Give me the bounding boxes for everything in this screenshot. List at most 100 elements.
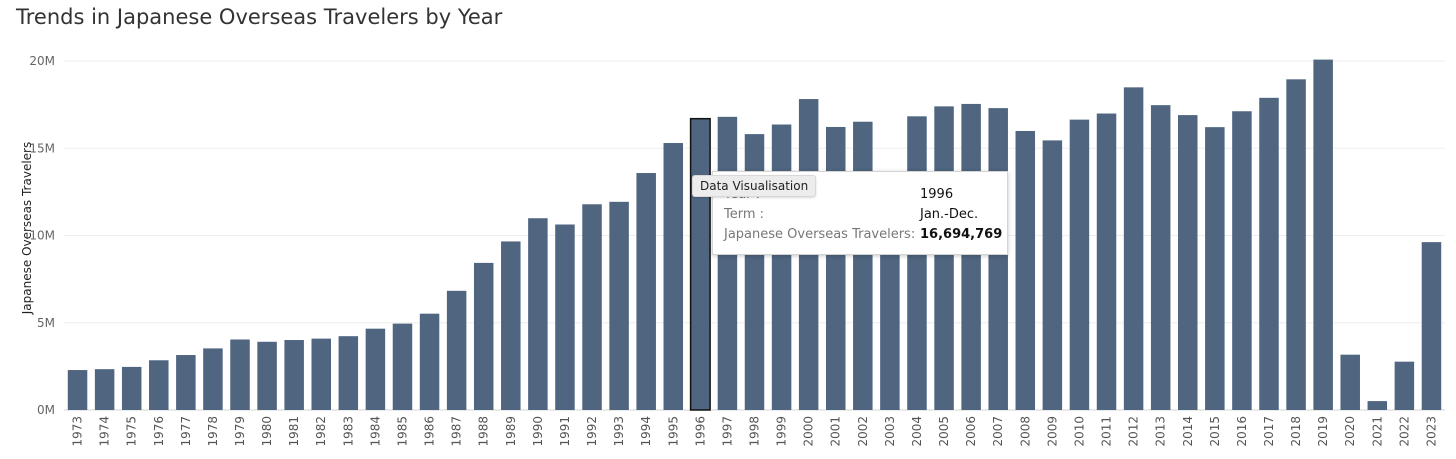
x-tick-label: 1982 bbox=[314, 416, 328, 447]
bar-1978[interactable] bbox=[203, 348, 223, 410]
x-tick-label: 2012 bbox=[1127, 416, 1141, 447]
bar-1986[interactable] bbox=[419, 313, 440, 410]
x-tick-label: 1993 bbox=[612, 416, 626, 447]
tooltip-travelers-label: Japanese Overseas Travelers: bbox=[724, 227, 916, 242]
bar-2021[interactable] bbox=[1367, 401, 1388, 410]
x-tick-label: 1992 bbox=[585, 416, 599, 447]
bar-2017[interactable] bbox=[1259, 97, 1279, 410]
y-axis-ticks: 0M 5M 10M 15M 20M bbox=[29, 54, 55, 417]
x-tick-label: 1986 bbox=[423, 416, 437, 447]
bar-2005[interactable] bbox=[934, 106, 954, 411]
bar-1976[interactable] bbox=[149, 360, 169, 410]
bar-2006[interactable] bbox=[961, 103, 981, 410]
x-tick-label: 1977 bbox=[179, 416, 193, 447]
bar-2001[interactable] bbox=[825, 126, 846, 410]
bar-1995[interactable] bbox=[663, 143, 684, 410]
tooltip-travelers-value: 16,694,769 bbox=[920, 227, 1003, 242]
x-tick-label: 2000 bbox=[802, 416, 816, 447]
x-tick-label: 1995 bbox=[666, 416, 680, 447]
x-tick-label: 2022 bbox=[1397, 416, 1411, 447]
x-tick-label: 1991 bbox=[558, 416, 572, 447]
tooltip-term-value: Jan.-Dec. bbox=[920, 207, 979, 222]
tooltip-year-value: 1996 bbox=[920, 187, 954, 202]
bar-2014[interactable] bbox=[1178, 115, 1198, 410]
x-tick-label: 1978 bbox=[206, 416, 220, 447]
bar-1997[interactable] bbox=[717, 116, 738, 410]
x-tick-label: 1976 bbox=[152, 416, 166, 447]
bar-1980[interactable] bbox=[257, 341, 277, 410]
bar-2012[interactable] bbox=[1123, 87, 1144, 411]
bar-2013[interactable] bbox=[1150, 105, 1171, 410]
bar-1981[interactable] bbox=[284, 340, 304, 410]
x-tick-label: 2009 bbox=[1045, 416, 1059, 447]
bar-2008[interactable] bbox=[1015, 130, 1036, 411]
bar-2010[interactable] bbox=[1069, 119, 1090, 410]
bar-2009[interactable] bbox=[1042, 140, 1063, 410]
y-tick-label: 10M bbox=[29, 229, 55, 243]
bar-1982[interactable] bbox=[311, 338, 331, 410]
bar-1973[interactable] bbox=[67, 370, 88, 410]
x-tick-label: 1994 bbox=[639, 416, 653, 447]
x-tick-label: 1974 bbox=[98, 416, 112, 447]
bar-2020[interactable] bbox=[1340, 354, 1360, 410]
bar-1999[interactable] bbox=[771, 124, 792, 410]
x-tick-label: 2008 bbox=[1018, 416, 1032, 447]
bar-1990[interactable] bbox=[528, 218, 548, 410]
x-tick-label: 2011 bbox=[1100, 416, 1114, 447]
bar-2023[interactable] bbox=[1421, 242, 1442, 410]
x-tick-label: 2018 bbox=[1289, 416, 1303, 447]
y-tick-label: 20M bbox=[29, 54, 55, 68]
bar-1993[interactable] bbox=[609, 201, 629, 410]
x-tick-label: 2007 bbox=[991, 416, 1005, 447]
x-tick-label: 1988 bbox=[477, 416, 491, 447]
bar-2022[interactable] bbox=[1394, 361, 1415, 410]
x-axis-ticks: 1973 1974 1975 1976 1977 1978 1979 1980 1981 1982… bbox=[71, 416, 1439, 447]
bar-1987[interactable] bbox=[446, 290, 467, 410]
bar-1994[interactable] bbox=[636, 173, 656, 410]
y-tick-label: 5M bbox=[37, 316, 55, 330]
bar-2011[interactable] bbox=[1096, 113, 1117, 410]
x-tick-label: 1981 bbox=[287, 416, 301, 447]
x-tick-label: 2010 bbox=[1072, 416, 1086, 447]
bar-2004[interactable] bbox=[907, 116, 927, 410]
bar-1974[interactable] bbox=[94, 369, 115, 410]
bar-1979[interactable] bbox=[230, 339, 250, 410]
x-tick-label: 1985 bbox=[395, 416, 409, 447]
bar-1992[interactable] bbox=[582, 204, 602, 410]
bar-2015[interactable] bbox=[1205, 127, 1225, 410]
hover-label: Data Visualisation bbox=[692, 175, 817, 197]
x-tick-label: 1989 bbox=[504, 416, 518, 447]
x-tick-label: 1973 bbox=[71, 416, 85, 447]
y-tick-label: 0M bbox=[37, 403, 55, 417]
bar-2002[interactable] bbox=[853, 121, 873, 410]
x-tick-label: 1996 bbox=[693, 416, 707, 447]
x-tick-label: 2005 bbox=[937, 416, 951, 447]
bar-2019[interactable] bbox=[1313, 59, 1333, 410]
bar-1983[interactable] bbox=[338, 336, 359, 410]
chart-title: Trends in Japanese Overseas Travelers by… bbox=[16, 5, 503, 29]
bar-1984[interactable] bbox=[365, 328, 386, 410]
x-tick-label: 2014 bbox=[1181, 416, 1195, 447]
tooltip-term-label: Term : bbox=[724, 207, 765, 222]
bar-1996[interactable] bbox=[689, 117, 711, 411]
x-tick-label: 2002 bbox=[856, 416, 870, 447]
bar-2018[interactable] bbox=[1286, 79, 1306, 410]
bar-1989[interactable] bbox=[501, 241, 521, 410]
bar-1988[interactable] bbox=[473, 262, 494, 410]
bar-2016[interactable] bbox=[1232, 111, 1252, 411]
bar-1985[interactable] bbox=[392, 323, 413, 410]
x-tick-label: 2023 bbox=[1424, 416, 1438, 447]
x-tick-label: 1990 bbox=[531, 416, 545, 447]
x-tick-label: 2017 bbox=[1262, 416, 1276, 447]
bar-1977[interactable] bbox=[176, 355, 196, 410]
x-tick-label: 1979 bbox=[233, 416, 247, 447]
y-axis-label: Japanese Overseas Travelers bbox=[20, 142, 34, 315]
x-tick-label: 1999 bbox=[775, 416, 789, 447]
x-tick-label: 2001 bbox=[829, 416, 843, 447]
x-tick-label: 2015 bbox=[1208, 416, 1222, 447]
x-tick-label: 2016 bbox=[1235, 416, 1249, 447]
bar-1975[interactable] bbox=[121, 366, 142, 410]
bar-2007[interactable] bbox=[988, 108, 1008, 411]
bar-1991[interactable] bbox=[555, 224, 575, 410]
x-tick-label: 2020 bbox=[1343, 416, 1357, 447]
